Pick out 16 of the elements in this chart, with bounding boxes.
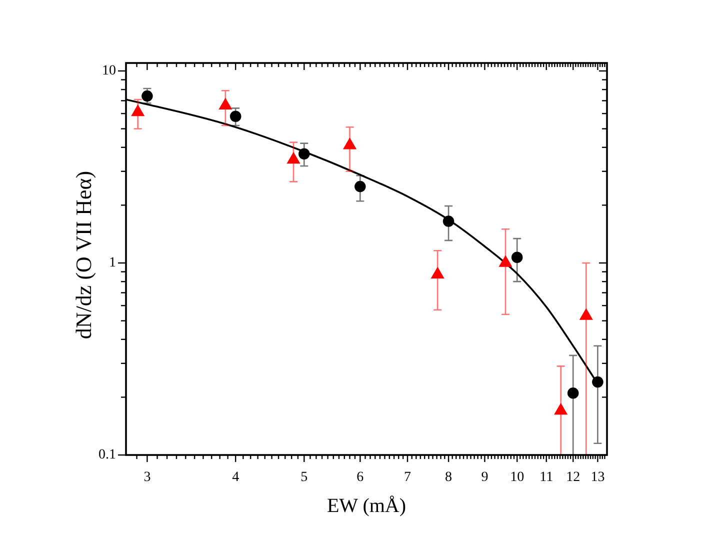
- x-tick-label: 8: [445, 470, 452, 485]
- x-tick-label: 9: [481, 470, 488, 485]
- x-tick-label: 11: [540, 470, 554, 485]
- x-axis-title: EW (mÅ): [326, 495, 406, 517]
- y-axis-title: dN/dz (O VII Heα): [71, 170, 96, 340]
- x-tick-label: 3: [144, 470, 151, 485]
- x-tick-label: 13: [590, 470, 605, 485]
- y-tick-label: 10: [102, 63, 116, 78]
- x-tick-label: 6: [356, 470, 364, 485]
- x-tick-label: 4: [232, 470, 240, 485]
- x-tick-label: 5: [300, 470, 308, 485]
- x-tick-label: 7: [404, 470, 412, 485]
- y-tick-label: 0.1: [98, 448, 116, 462]
- y-tick-label: 1: [109, 255, 116, 270]
- x-tick-label: 10: [510, 470, 524, 485]
- x-tick-label: 12: [566, 470, 580, 485]
